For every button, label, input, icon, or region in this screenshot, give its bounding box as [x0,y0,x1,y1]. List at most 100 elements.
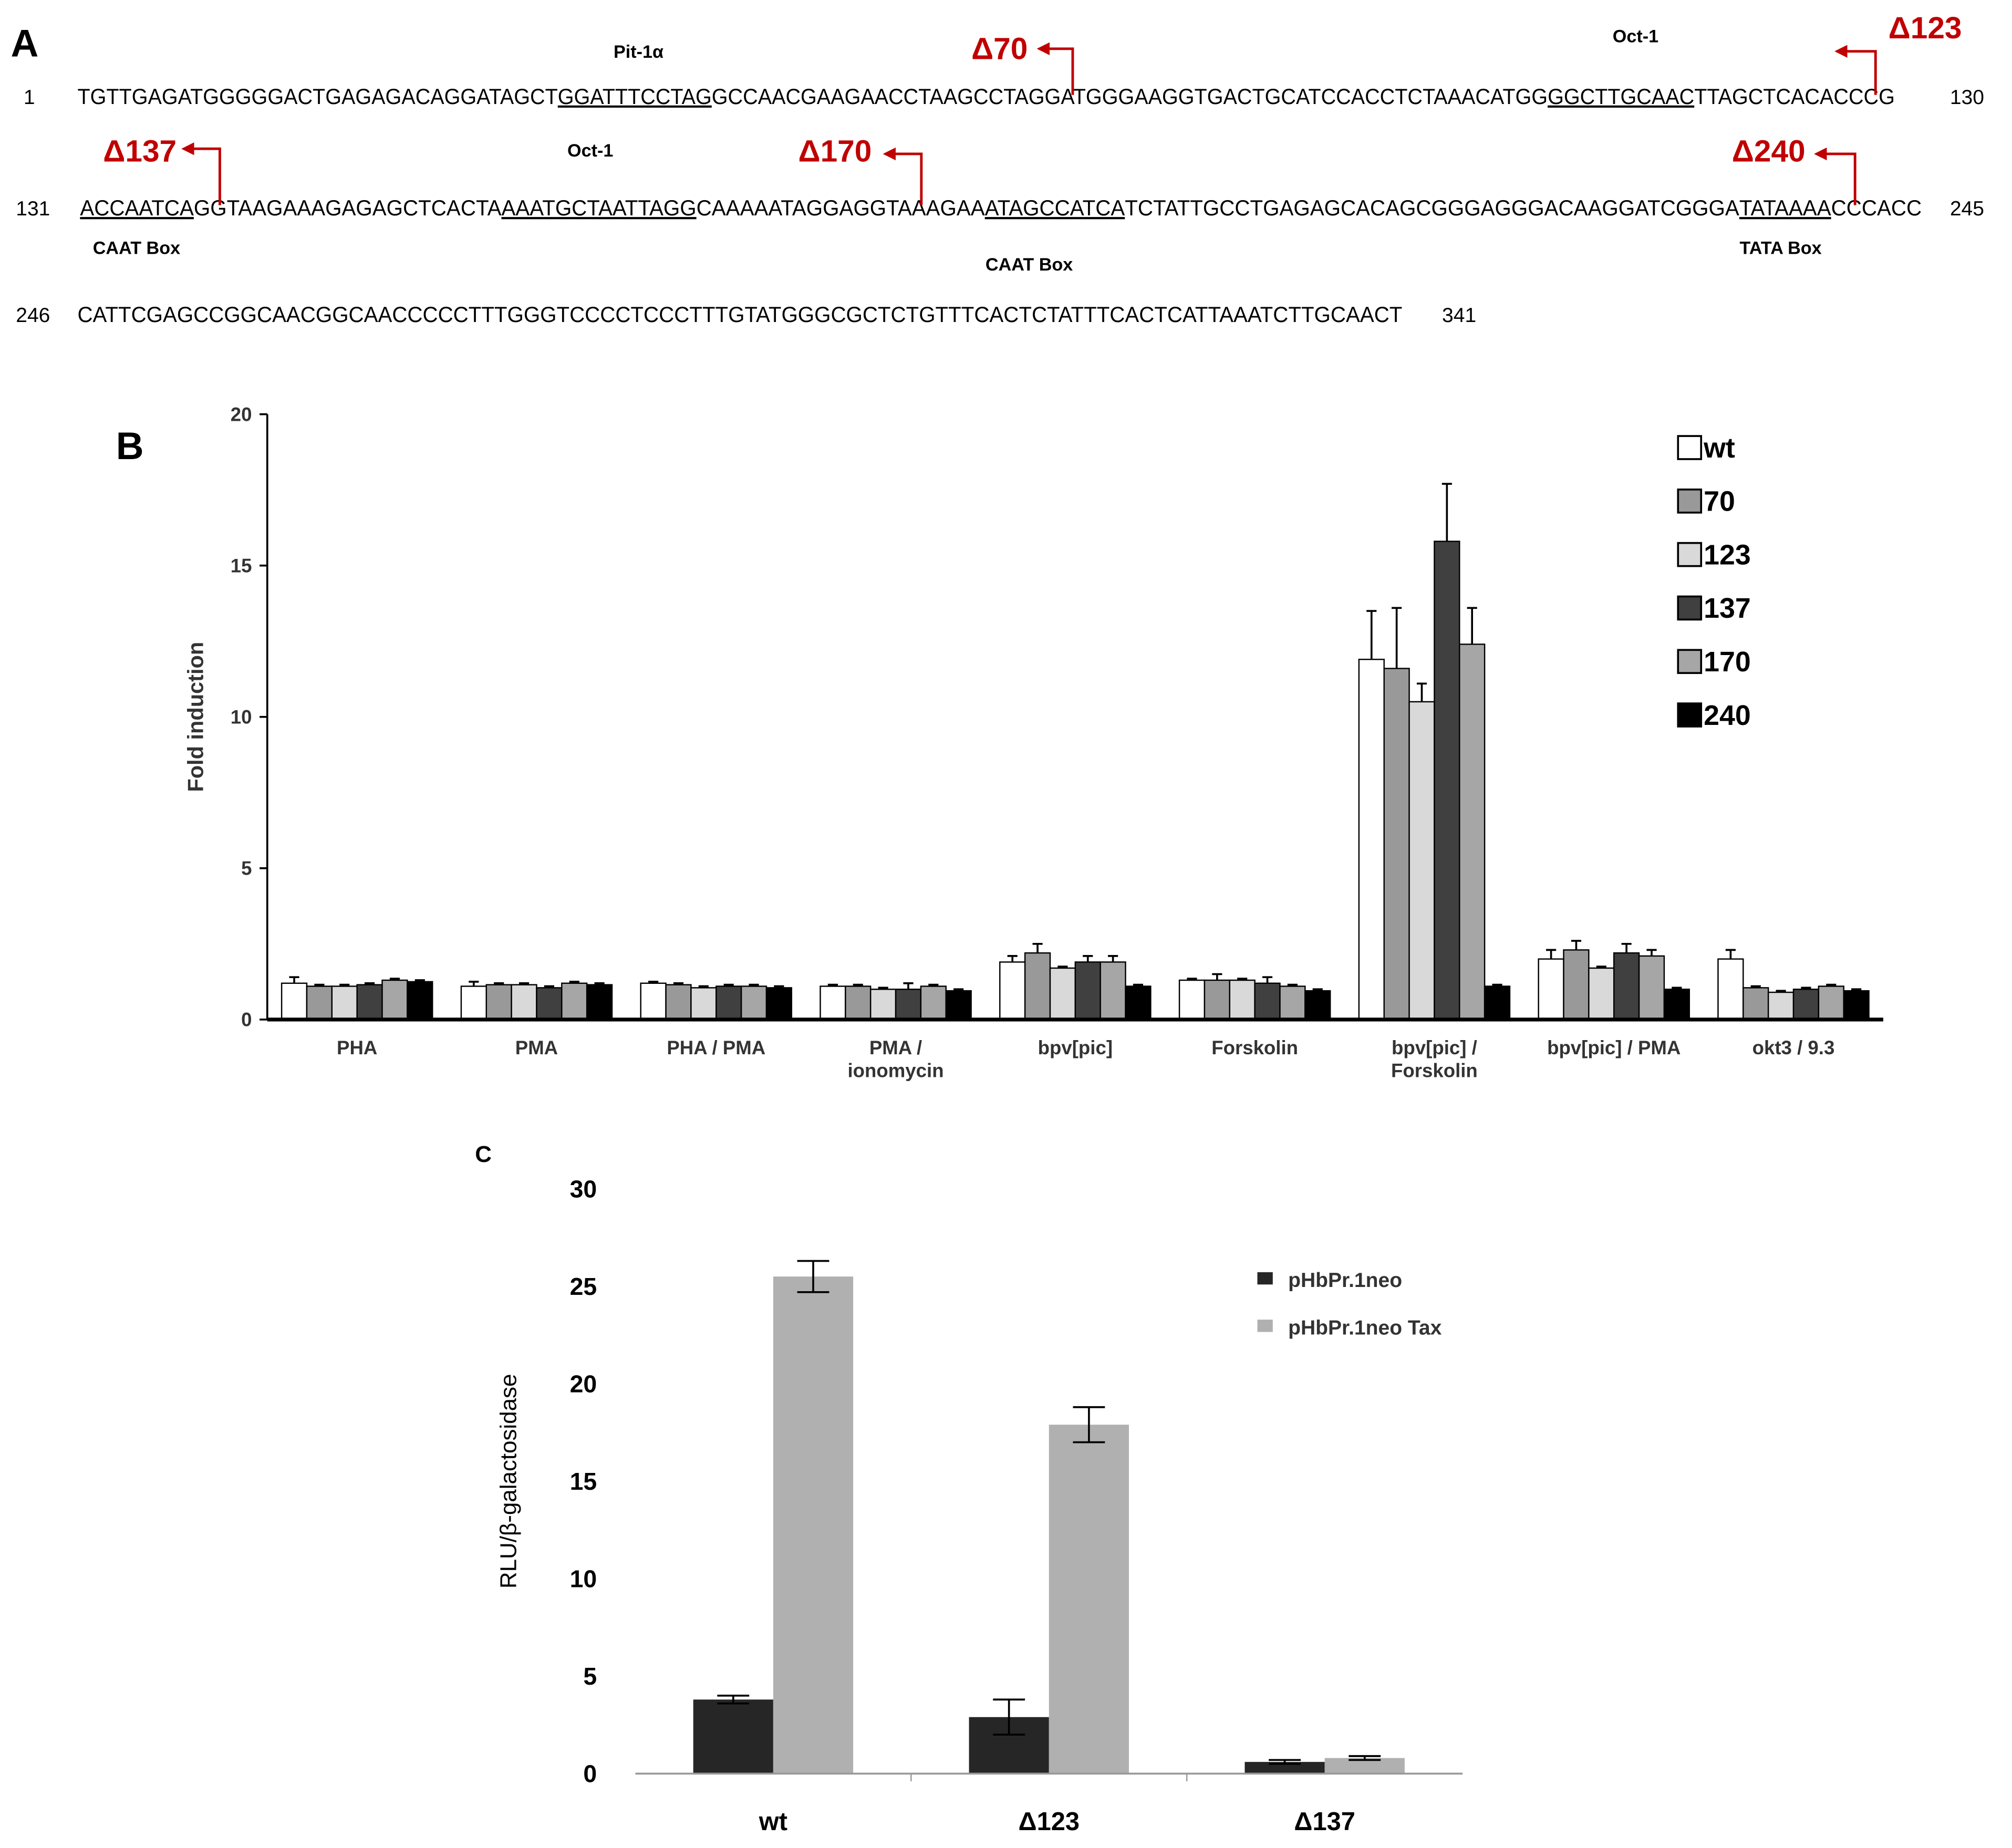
error-bar [1187,978,1197,980]
error-bar [698,985,709,988]
bar [1663,989,1690,1021]
panel-label: C [475,1141,492,1167]
seq-seg: GCCAACGAAGAACCTAAGCCTAGGATGGGAAGGTGACTGC… [712,84,1548,109]
legend-swatch [1677,435,1703,460]
bar [1178,979,1206,1021]
error-bar [1312,988,1323,991]
x-tick-label: bpv[pic] [1038,1037,1113,1058]
error-bar [1108,955,1118,962]
y-tick-label: 25 [570,1273,597,1300]
error-bar [1826,983,1837,987]
bar [1024,952,1051,1021]
seq-seg: GGATTTCCTAG [558,84,712,109]
bar [561,982,588,1021]
bar [690,987,717,1021]
error-bar [1392,607,1402,669]
seq-seg: GGTAAGAAAGAGAGCTCACTA [194,195,502,220]
deletion-arrow [1834,45,1877,95]
error-bar [1416,682,1427,702]
x-tick-label: PHA [337,1037,377,1058]
error-bar [469,981,479,987]
error-bar [594,982,605,985]
error-bar [1237,978,1248,980]
error-bar [1672,987,1682,990]
deletion-arrow [1036,42,1074,95]
y-tick-label: 0 [241,1009,252,1031]
legend-swatch [1257,1272,1273,1285]
bar [1100,961,1126,1021]
seq-seg: GGCTTGCAAC [1548,84,1694,109]
sequence: ACCAATCAGGTAAGAAAGAGAGCTCACTAAAATGCTAATT… [80,195,1922,220]
y-tick-label: 15 [231,555,252,576]
line-end: 245 [1950,198,1984,220]
error-bar [1133,983,1144,987]
error-bar [365,982,375,985]
seq-seg: TGTTGAGATGGGGGACTGAGAGACAGGATAGCT [77,84,557,109]
y-tick-label: 0 [583,1760,597,1788]
error-bar [1571,940,1581,950]
error-bar [1596,965,1606,968]
bar [1743,987,1769,1021]
sequence: CATTCGAGCCGGCAACGGCAACCCCCTTTGGGTCCCCTCC… [77,302,1402,327]
bar [1244,1762,1325,1774]
bar [511,984,537,1021]
y-axis-label: RLU/β-galactosidase [495,1374,521,1589]
bar [773,1276,854,1774]
error-bar [518,982,530,985]
error-bar [494,982,504,985]
bar [920,985,947,1021]
error-bar [878,987,888,990]
x-tick-label: PMA / ionomycin [848,1037,944,1082]
bar [1204,979,1230,1021]
bar [1717,958,1744,1021]
y-tick-label: 15 [570,1468,597,1495]
panel-a: A 1 TGTTGAGATGGGGGACTGAGAGACAGGATAGCTGGA… [11,11,1984,327]
error-bar [1287,983,1298,987]
error-bar [544,985,554,988]
bar [331,985,358,1021]
annotation: Oct-1 [1613,27,1658,47]
y-axis-label: Fold induction [183,642,208,792]
error-bar [1032,943,1043,953]
legend-label: 70 [1704,486,1735,517]
bar [999,961,1026,1021]
bar [1843,990,1870,1021]
y-tick-label: 10 [570,1565,597,1593]
bar [945,990,972,1021]
bar [1538,958,1564,1021]
bar [1484,985,1511,1021]
bar [1074,961,1101,1021]
legend-label: 137 [1704,593,1751,624]
bar [1049,1425,1129,1774]
legend-swatch [1677,702,1703,728]
legend-swatch [1677,595,1703,621]
error-bar [1492,983,1502,987]
error-bar [1073,1406,1105,1444]
legend-swatch [1677,542,1703,567]
error-bar [1725,949,1736,959]
bar [381,979,408,1021]
bar [1125,985,1152,1021]
bar [895,989,922,1021]
annotation: TATA Box [1739,238,1821,258]
error-bar [903,982,914,990]
deletion-label: Δ137 [103,134,177,169]
bar [586,984,613,1021]
error-bar [1750,985,1761,988]
error-bar [1646,949,1657,956]
bar [715,985,742,1021]
bar [869,989,897,1021]
y-tick-label: 20 [231,403,252,425]
x-tick-label: bpv[pic] / PMA [1547,1037,1681,1058]
error-bar [414,979,425,982]
bar [1459,643,1486,1021]
annotation: CAAT Box [93,238,180,258]
x-tick-label: okt3 / 9.3 [1752,1037,1835,1058]
y-tick-label: 5 [583,1663,597,1690]
error-bar [993,1698,1025,1736]
y-tick-label: 30 [570,1175,597,1202]
line-end: 130 [1950,86,1984,109]
deletion-arrow [883,147,923,205]
